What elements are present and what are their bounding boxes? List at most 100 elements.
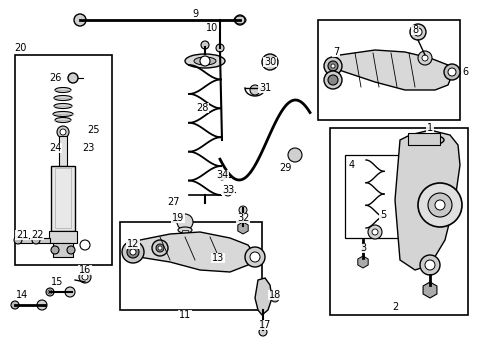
Circle shape	[177, 214, 193, 230]
Circle shape	[235, 15, 244, 25]
Text: 30: 30	[264, 57, 276, 67]
Circle shape	[65, 287, 75, 297]
Text: 1: 1	[426, 123, 432, 133]
Text: 21: 21	[16, 230, 28, 240]
Circle shape	[224, 188, 231, 196]
Circle shape	[424, 260, 434, 270]
Bar	[59, 136, 67, 166]
Text: 5: 5	[379, 210, 386, 220]
Ellipse shape	[54, 95, 72, 100]
Circle shape	[37, 300, 47, 310]
Text: 9: 9	[192, 9, 198, 19]
Circle shape	[259, 328, 266, 336]
Ellipse shape	[194, 57, 216, 65]
Circle shape	[427, 193, 451, 217]
Circle shape	[249, 252, 260, 262]
Circle shape	[82, 274, 88, 280]
Circle shape	[79, 271, 91, 283]
Text: 31: 31	[258, 83, 270, 93]
Circle shape	[443, 64, 459, 80]
Text: 10: 10	[205, 23, 218, 33]
Ellipse shape	[54, 104, 72, 108]
Bar	[36, 238, 50, 243]
Circle shape	[201, 41, 208, 49]
Circle shape	[14, 236, 22, 244]
Ellipse shape	[178, 227, 192, 233]
Ellipse shape	[184, 54, 224, 68]
Circle shape	[413, 28, 421, 36]
Bar	[182, 230, 187, 238]
Circle shape	[48, 290, 52, 294]
Text: 7: 7	[332, 47, 339, 57]
Text: 25: 25	[86, 125, 99, 135]
Bar	[51, 166, 75, 231]
Circle shape	[32, 236, 40, 244]
Bar	[317, 20, 459, 120]
Text: 15: 15	[51, 277, 63, 287]
Polygon shape	[325, 50, 451, 90]
Circle shape	[244, 247, 264, 267]
Text: 26: 26	[49, 73, 61, 83]
Circle shape	[68, 73, 78, 83]
Circle shape	[371, 229, 377, 235]
Text: 6: 6	[461, 67, 467, 77]
Circle shape	[156, 244, 163, 252]
Circle shape	[287, 148, 302, 162]
Circle shape	[367, 225, 381, 239]
Bar	[49, 231, 77, 243]
Circle shape	[200, 56, 209, 66]
Text: 2: 2	[391, 302, 397, 312]
Text: 34: 34	[215, 170, 228, 180]
Circle shape	[434, 200, 444, 210]
Circle shape	[249, 85, 260, 95]
Circle shape	[130, 249, 136, 255]
Circle shape	[74, 14, 86, 26]
Circle shape	[327, 61, 337, 71]
Circle shape	[152, 240, 168, 256]
Bar	[329, 128, 467, 315]
Circle shape	[57, 126, 69, 138]
Text: 16: 16	[79, 265, 91, 275]
Ellipse shape	[55, 117, 71, 122]
Text: 19: 19	[171, 213, 184, 223]
Circle shape	[262, 54, 278, 70]
Bar	[345, 155, 414, 238]
Circle shape	[409, 24, 425, 40]
Bar	[120, 222, 262, 310]
Text: 13: 13	[211, 253, 224, 263]
Circle shape	[51, 246, 59, 254]
Text: 32: 32	[236, 213, 249, 223]
Text: 17: 17	[258, 320, 271, 330]
Bar	[18, 238, 32, 243]
Ellipse shape	[53, 112, 73, 117]
Text: 20: 20	[14, 43, 26, 53]
Circle shape	[324, 71, 341, 89]
Circle shape	[216, 44, 224, 52]
Circle shape	[219, 174, 224, 180]
Polygon shape	[394, 130, 459, 270]
Text: 8: 8	[411, 25, 417, 35]
Circle shape	[60, 129, 66, 135]
Circle shape	[270, 294, 279, 302]
Circle shape	[122, 241, 143, 263]
Circle shape	[324, 57, 341, 75]
Circle shape	[67, 246, 75, 254]
Circle shape	[239, 206, 246, 214]
Text: 28: 28	[195, 103, 208, 113]
Text: 33: 33	[222, 185, 234, 195]
Text: 12: 12	[126, 239, 139, 249]
Circle shape	[11, 301, 19, 309]
Bar	[407, 133, 439, 145]
Circle shape	[447, 68, 455, 76]
Circle shape	[127, 246, 139, 258]
Text: 29: 29	[278, 163, 290, 173]
Text: 11: 11	[179, 310, 191, 320]
Circle shape	[419, 255, 439, 275]
Circle shape	[417, 183, 461, 227]
Circle shape	[417, 51, 431, 65]
Circle shape	[330, 64, 334, 68]
Circle shape	[46, 288, 54, 296]
Text: 4: 4	[348, 160, 354, 170]
Bar	[15, 55, 112, 265]
Circle shape	[421, 55, 427, 61]
